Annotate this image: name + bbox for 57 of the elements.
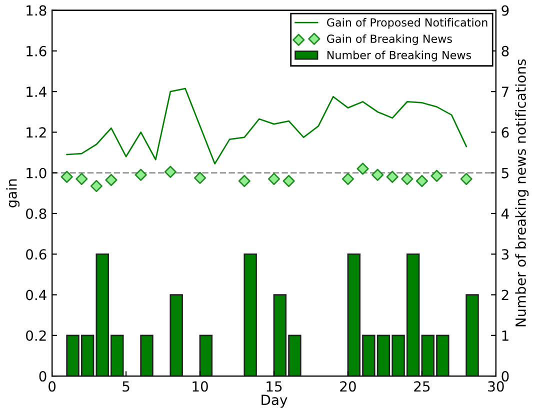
point — [164, 166, 176, 178]
line-series — [66, 88, 468, 164]
x-axis-title: Day — [262, 394, 288, 408]
x-tick-label: 10 — [192, 381, 208, 392]
y2-tick-label: 8 — [502, 46, 509, 56]
bar — [466, 294, 479, 376]
x-tick-label: 0 — [48, 381, 56, 392]
point — [90, 180, 103, 192]
y-tick-label: 0.4 — [26, 290, 46, 300]
bar — [244, 253, 257, 376]
y2-axis-title: Number of breaking news notifications — [515, 59, 529, 326]
y-axis-title: gain — [6, 179, 20, 208]
x-tick-label: 15 — [266, 381, 282, 392]
y-tick-label: 1.2 — [26, 127, 46, 138]
y-tick-label: 0.8 — [26, 208, 46, 219]
point — [194, 172, 206, 184]
y-tick-label: 0.2 — [26, 330, 46, 341]
point — [356, 162, 369, 175]
point — [60, 170, 73, 183]
y2-tick-label: 0 — [502, 371, 509, 382]
y2-tick-label: 4 — [501, 208, 509, 219]
y2-tick-label: 9 — [502, 5, 509, 16]
point — [401, 172, 414, 186]
point — [430, 170, 443, 182]
legend-label: Gain of Proposed Notification — [327, 18, 488, 29]
y-tick-label: 0 — [39, 371, 46, 382]
y-tick-label: 1.4 — [26, 86, 46, 97]
y2-tick-label: 6 — [502, 127, 509, 138]
y2-tick-label: 2 — [502, 290, 508, 300]
y2-tick-label: 5 — [502, 168, 508, 178]
x-tick-label: 30 — [488, 381, 504, 392]
bar — [170, 294, 183, 376]
y-tick-label: 0.6 — [26, 249, 46, 260]
point — [76, 172, 88, 186]
legend-label: Gain of Breaking News — [327, 34, 452, 46]
y2-tick-label: 3 — [502, 249, 509, 260]
legend-label: Number of Breaking News — [327, 50, 472, 62]
x-tick-label: 5 — [122, 381, 130, 392]
point — [372, 168, 384, 181]
point — [268, 172, 280, 186]
point — [238, 174, 250, 188]
x-tick-label: 25 — [414, 381, 430, 392]
point — [386, 170, 398, 183]
point — [282, 174, 295, 188]
y2-tick-label: 7 — [502, 86, 508, 97]
point — [134, 168, 147, 181]
bar — [199, 334, 213, 376]
y-tick-label: 1.8 — [26, 5, 46, 16]
point — [342, 172, 354, 186]
bar — [140, 334, 154, 376]
x-tick-label: 20 — [340, 381, 356, 392]
y2-tick-label: 1 — [502, 330, 508, 341]
point — [460, 172, 472, 186]
y-tick-label: 1.0 — [26, 168, 46, 178]
point — [416, 174, 428, 188]
point — [105, 174, 118, 186]
y-tick-label: 1.6 — [26, 46, 46, 56]
